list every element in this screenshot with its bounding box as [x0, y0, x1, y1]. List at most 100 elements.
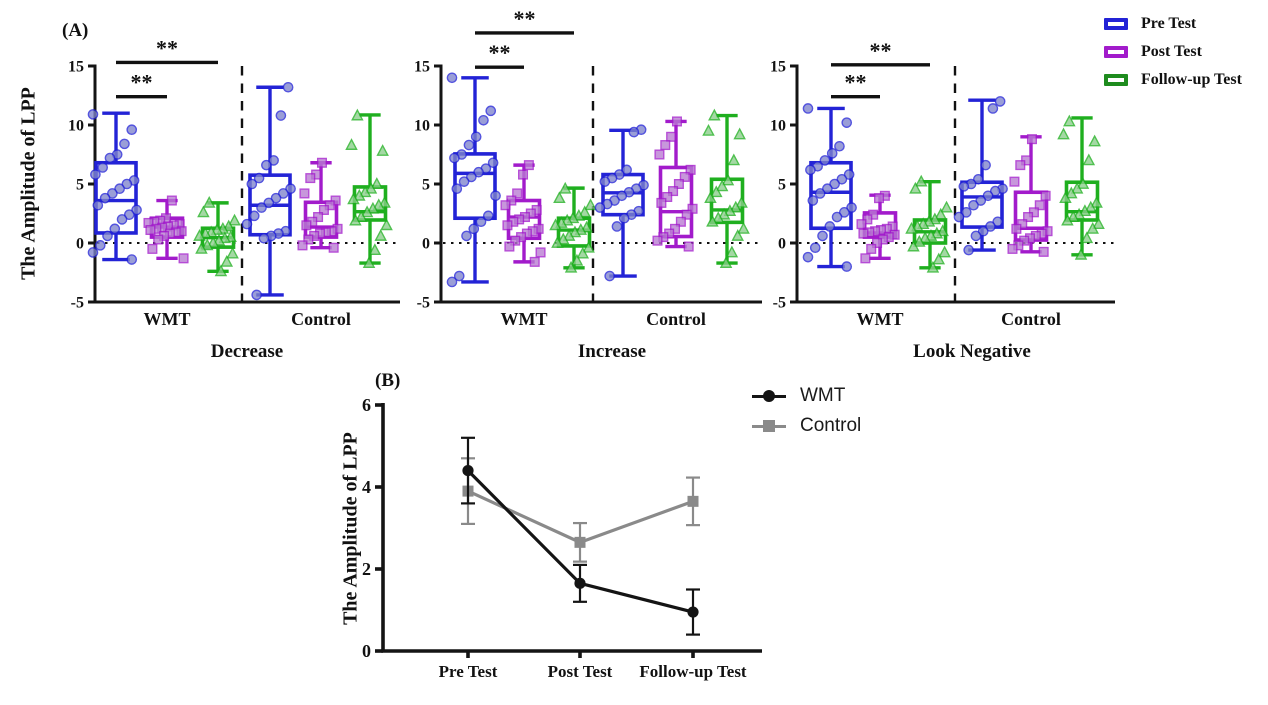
data-point — [1040, 190, 1051, 201]
data-point — [446, 276, 458, 288]
data-point — [994, 96, 1006, 107]
data-point — [453, 270, 465, 282]
data-point — [1009, 176, 1020, 187]
x-tick-label: Post Test — [548, 662, 613, 681]
subplot-title: Increase — [578, 341, 646, 362]
data-point — [914, 174, 928, 187]
data-point — [473, 166, 484, 178]
data-point — [353, 188, 366, 201]
data-point — [1023, 212, 1034, 223]
data-point — [131, 204, 142, 216]
panel-a-label: (A) — [62, 20, 89, 41]
data-point — [1078, 204, 1092, 217]
followup-test-swatch-icon — [1104, 74, 1128, 86]
data-point — [934, 207, 947, 220]
data-point — [121, 178, 133, 190]
data-point — [316, 157, 327, 168]
data-point — [831, 211, 843, 223]
legend-label: Post Test — [1141, 43, 1202, 60]
data-point — [1086, 221, 1099, 234]
data-point — [193, 229, 206, 241]
data-point — [1057, 127, 1070, 140]
data-point — [485, 105, 497, 117]
data-point — [347, 192, 360, 205]
data-point — [1088, 134, 1101, 147]
data-point — [376, 144, 389, 156]
data-point — [841, 261, 853, 272]
data-point — [358, 185, 372, 198]
y-tick-label: 0 — [362, 641, 371, 661]
data-point — [126, 124, 138, 136]
y-tick-label: -5 — [773, 295, 786, 312]
y-tick-label: 5 — [778, 177, 786, 194]
data-point — [940, 200, 953, 213]
data-point — [256, 202, 267, 213]
y-tick-label: 10 — [68, 118, 84, 135]
data-point — [860, 253, 871, 264]
data-point — [1059, 191, 1072, 204]
data-point — [197, 205, 210, 218]
y-tick-label: 10 — [414, 118, 430, 135]
data-point — [562, 229, 576, 241]
data-point — [675, 216, 686, 227]
significance-label: ** — [845, 70, 867, 95]
data-point — [616, 190, 628, 202]
data-point — [478, 114, 489, 126]
data-point — [246, 178, 258, 190]
data-point — [366, 201, 380, 214]
series-marker — [687, 606, 699, 618]
data-point — [662, 191, 673, 202]
data-point — [953, 211, 965, 223]
data-point — [468, 223, 480, 235]
wmt-line-marker-icon — [752, 388, 786, 404]
data-point — [299, 188, 310, 199]
data-point — [226, 246, 239, 259]
data-point — [102, 230, 113, 242]
data-point — [1084, 200, 1098, 213]
y-tick-label: 15 — [770, 59, 786, 76]
data-point — [301, 220, 312, 231]
data-point — [364, 181, 378, 194]
data-point — [195, 242, 208, 254]
data-point — [992, 216, 1004, 228]
control-line-marker-icon — [752, 418, 786, 434]
data-point — [938, 245, 951, 258]
data-point — [729, 200, 743, 213]
data-point — [202, 195, 216, 208]
y-tick-label: 0 — [422, 236, 430, 253]
data-point — [679, 171, 690, 182]
data-point — [97, 162, 108, 173]
data-point — [702, 124, 715, 136]
data-point — [220, 254, 234, 267]
data-point — [328, 242, 339, 253]
data-point — [297, 240, 308, 251]
data-point — [166, 195, 177, 206]
data-point — [1076, 177, 1090, 189]
data-point — [124, 209, 135, 220]
data-point — [305, 173, 316, 184]
data-point — [802, 103, 814, 114]
data-point — [968, 199, 979, 211]
data-point — [458, 176, 470, 187]
data-point — [817, 230, 828, 242]
data-point — [1011, 223, 1022, 234]
panel-b-label: (B) — [375, 370, 401, 391]
data-point — [836, 173, 848, 185]
data-point — [1092, 217, 1105, 230]
data-point — [475, 216, 487, 228]
data-point — [1026, 134, 1037, 145]
data-point — [719, 256, 733, 268]
group-label: Control — [291, 309, 351, 329]
legend-label: Pre Test — [1141, 15, 1197, 32]
data-point — [345, 138, 358, 150]
data-point — [594, 202, 606, 213]
data-point — [1090, 195, 1103, 208]
y-tick-label: 15 — [68, 59, 84, 76]
data-point — [1080, 231, 1094, 244]
significance-label: ** — [156, 35, 178, 60]
data-point — [582, 240, 595, 253]
data-point — [960, 207, 972, 218]
data-point — [490, 190, 501, 202]
data-point — [535, 247, 546, 258]
data-point — [733, 127, 746, 140]
